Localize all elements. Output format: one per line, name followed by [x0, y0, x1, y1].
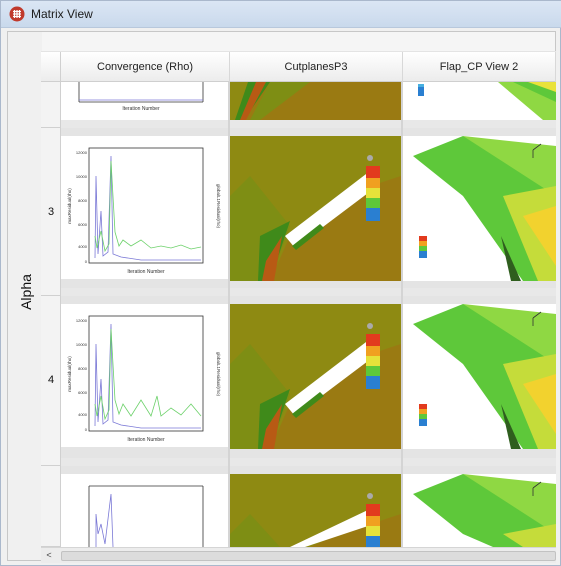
- cutplane-image-partial: [230, 82, 401, 120]
- y-right-axis-title: globalL1Residual(rho): [216, 352, 221, 397]
- row-header-top-partial: [41, 82, 61, 128]
- cell-3-flap[interactable]: [403, 136, 556, 281]
- svg-text:12000: 12000: [76, 150, 88, 155]
- cell-3-convergence[interactable]: 12000 10000 8000 6000 4000 0 maxResidual…: [61, 136, 228, 279]
- flap-image-row-4: [403, 304, 556, 449]
- svg-text:10000: 10000: [76, 174, 88, 179]
- grid-circle-icon: [9, 6, 25, 22]
- svg-text:10000: 10000: [76, 342, 88, 347]
- svg-text:4000: 4000: [78, 412, 88, 417]
- convergence-plot-row-3: 12000 10000 8000 6000 4000 0 maxResidual…: [61, 136, 228, 279]
- column-header-convergence[interactable]: Convergence (Rho): [61, 52, 230, 82]
- column-header-cutplanes[interactable]: CutplanesP3: [230, 52, 403, 82]
- svg-text:6000: 6000: [78, 390, 88, 395]
- flap-image-row-3: [403, 136, 556, 281]
- svg-text:0: 0: [85, 427, 88, 432]
- cutplane-image-row-4: [230, 304, 401, 449]
- convergence-plot-partial: Iteration Number: [61, 82, 228, 120]
- cell-3-cutplanes[interactable]: [230, 136, 401, 281]
- cell-4-convergence[interactable]: 12000 10000 8000 6000 4000 0 maxResidual…: [61, 304, 228, 447]
- column-separator: [228, 82, 230, 547]
- row-header-bottom-partial: [41, 466, 61, 547]
- cutplane-image-row-3: [230, 136, 401, 281]
- cutplane-image-partial-bottom: [230, 474, 401, 547]
- svg-text:8000: 8000: [78, 198, 88, 203]
- row-separator: [61, 288, 556, 296]
- cell-top-cutplanes[interactable]: [230, 82, 401, 120]
- row-label-4: 4: [47, 374, 55, 386]
- convergence-plot-row-4: 12000 10000 8000 6000 4000 0 maxResidual…: [61, 304, 228, 447]
- row-label-3: 3: [47, 206, 55, 218]
- svg-text:6000: 6000: [78, 222, 88, 227]
- cell-bottom-flap[interactable]: [403, 474, 556, 547]
- cell-top-flap[interactable]: [403, 82, 556, 120]
- scroll-left-button[interactable]: <: [46, 550, 52, 560]
- svg-text:12000: 12000: [76, 318, 88, 323]
- row-axis-label: Alpha: [18, 274, 34, 310]
- svg-text:8000: 8000: [78, 366, 88, 371]
- window-title: Matrix View: [31, 7, 93, 21]
- x-axis-title: Iteration Number: [122, 106, 160, 112]
- row-separator: [61, 458, 556, 466]
- y-right-axis-title: globalL1Residual(rho): [216, 184, 221, 229]
- header-corner: [41, 52, 61, 82]
- scroll-thumb[interactable]: [61, 551, 556, 561]
- convergence-plot-partial-bottom: [61, 474, 228, 547]
- cell-bottom-cutplanes[interactable]: [230, 474, 401, 547]
- svg-text:0: 0: [85, 259, 88, 264]
- cell-top-convergence[interactable]: Iteration Number: [61, 82, 228, 120]
- cell-4-cutplanes[interactable]: [230, 304, 401, 449]
- row-header-4[interactable]: 4: [41, 296, 61, 466]
- horizontal-scrollbar[interactable]: <: [41, 547, 556, 563]
- title-bar: Matrix View: [1, 1, 561, 28]
- flap-image-partial-bottom: [403, 474, 556, 547]
- svg-text:4000: 4000: [78, 244, 88, 249]
- y-left-axis-title: maxResidual(rho): [67, 356, 72, 392]
- flap-image-partial: [403, 82, 556, 120]
- column-separator: [401, 82, 403, 547]
- row-header-3[interactable]: 3: [41, 128, 61, 296]
- cell-bottom-convergence[interactable]: [61, 474, 228, 547]
- column-header-flap-cp[interactable]: Flap_CP View 2: [403, 52, 556, 82]
- cell-4-flap[interactable]: [403, 304, 556, 449]
- column-header-row: Convergence (Rho) CutplanesP3 Flap_CP Vi…: [61, 52, 556, 82]
- x-axis-title: Iteration Number: [127, 269, 165, 275]
- row-separator: [61, 120, 556, 128]
- y-left-axis-title: maxResidual(rho): [67, 188, 72, 224]
- x-axis-title: Iteration Number: [127, 437, 165, 443]
- row-axis-panel: Alpha: [8, 32, 42, 560]
